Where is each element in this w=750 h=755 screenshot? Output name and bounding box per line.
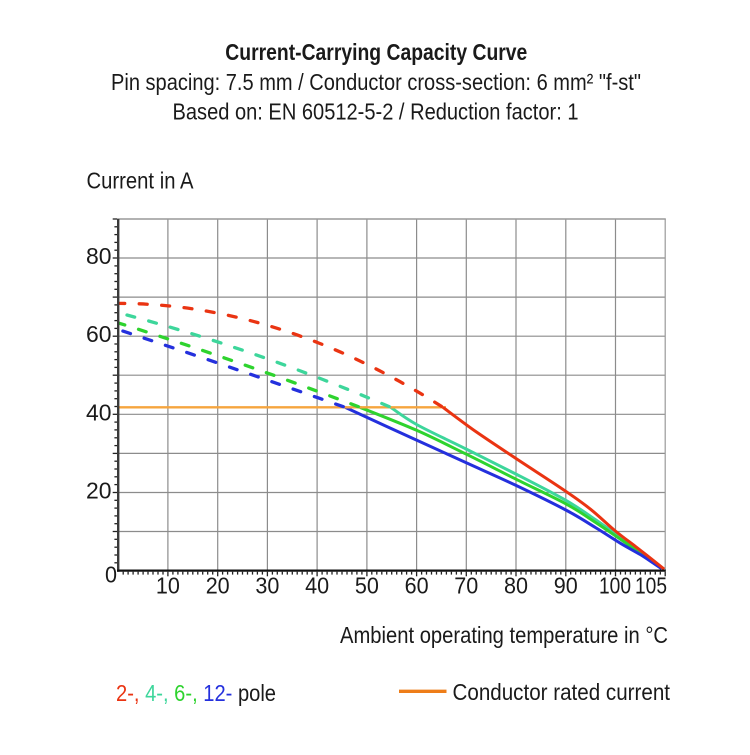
svg-text:100: 100 <box>599 573 631 599</box>
svg-text:Based on: EN 60512-5-2 / Reduc: Based on: EN 60512-5-2 / Reduction facto… <box>173 99 579 125</box>
svg-text:2-, 4-, 6-, 12- pole: 2-, 4-, 6-, 12- pole <box>116 680 276 707</box>
svg-text:105: 105 <box>635 573 667 599</box>
svg-text:Current in A: Current in A <box>87 168 195 194</box>
svg-text:40: 40 <box>305 573 329 599</box>
svg-text:10: 10 <box>156 573 180 599</box>
svg-text:80: 80 <box>86 243 112 269</box>
svg-text:Ambient operating temperature: Ambient operating temperature in °C <box>340 622 668 648</box>
svg-text:Pin spacing: 7.5 mm / Conducto: Pin spacing: 7.5 mm / Conductor cross-se… <box>111 69 641 95</box>
svg-text:20: 20 <box>206 573 230 599</box>
svg-text:60: 60 <box>405 573 429 599</box>
svg-text:90: 90 <box>554 573 578 599</box>
svg-text:60: 60 <box>86 321 112 347</box>
svg-text:Current-Carrying Capacity Curv: Current-Carrying Capacity Curve <box>225 39 527 65</box>
svg-text:40: 40 <box>86 399 112 425</box>
svg-text:70: 70 <box>454 573 478 599</box>
svg-text:80: 80 <box>504 573 528 599</box>
svg-text:30: 30 <box>255 573 279 599</box>
svg-text:0: 0 <box>105 562 117 588</box>
svg-text:50: 50 <box>355 573 379 599</box>
svg-text:20: 20 <box>86 478 112 504</box>
svg-text:Conductor rated current: Conductor rated current <box>453 679 671 705</box>
